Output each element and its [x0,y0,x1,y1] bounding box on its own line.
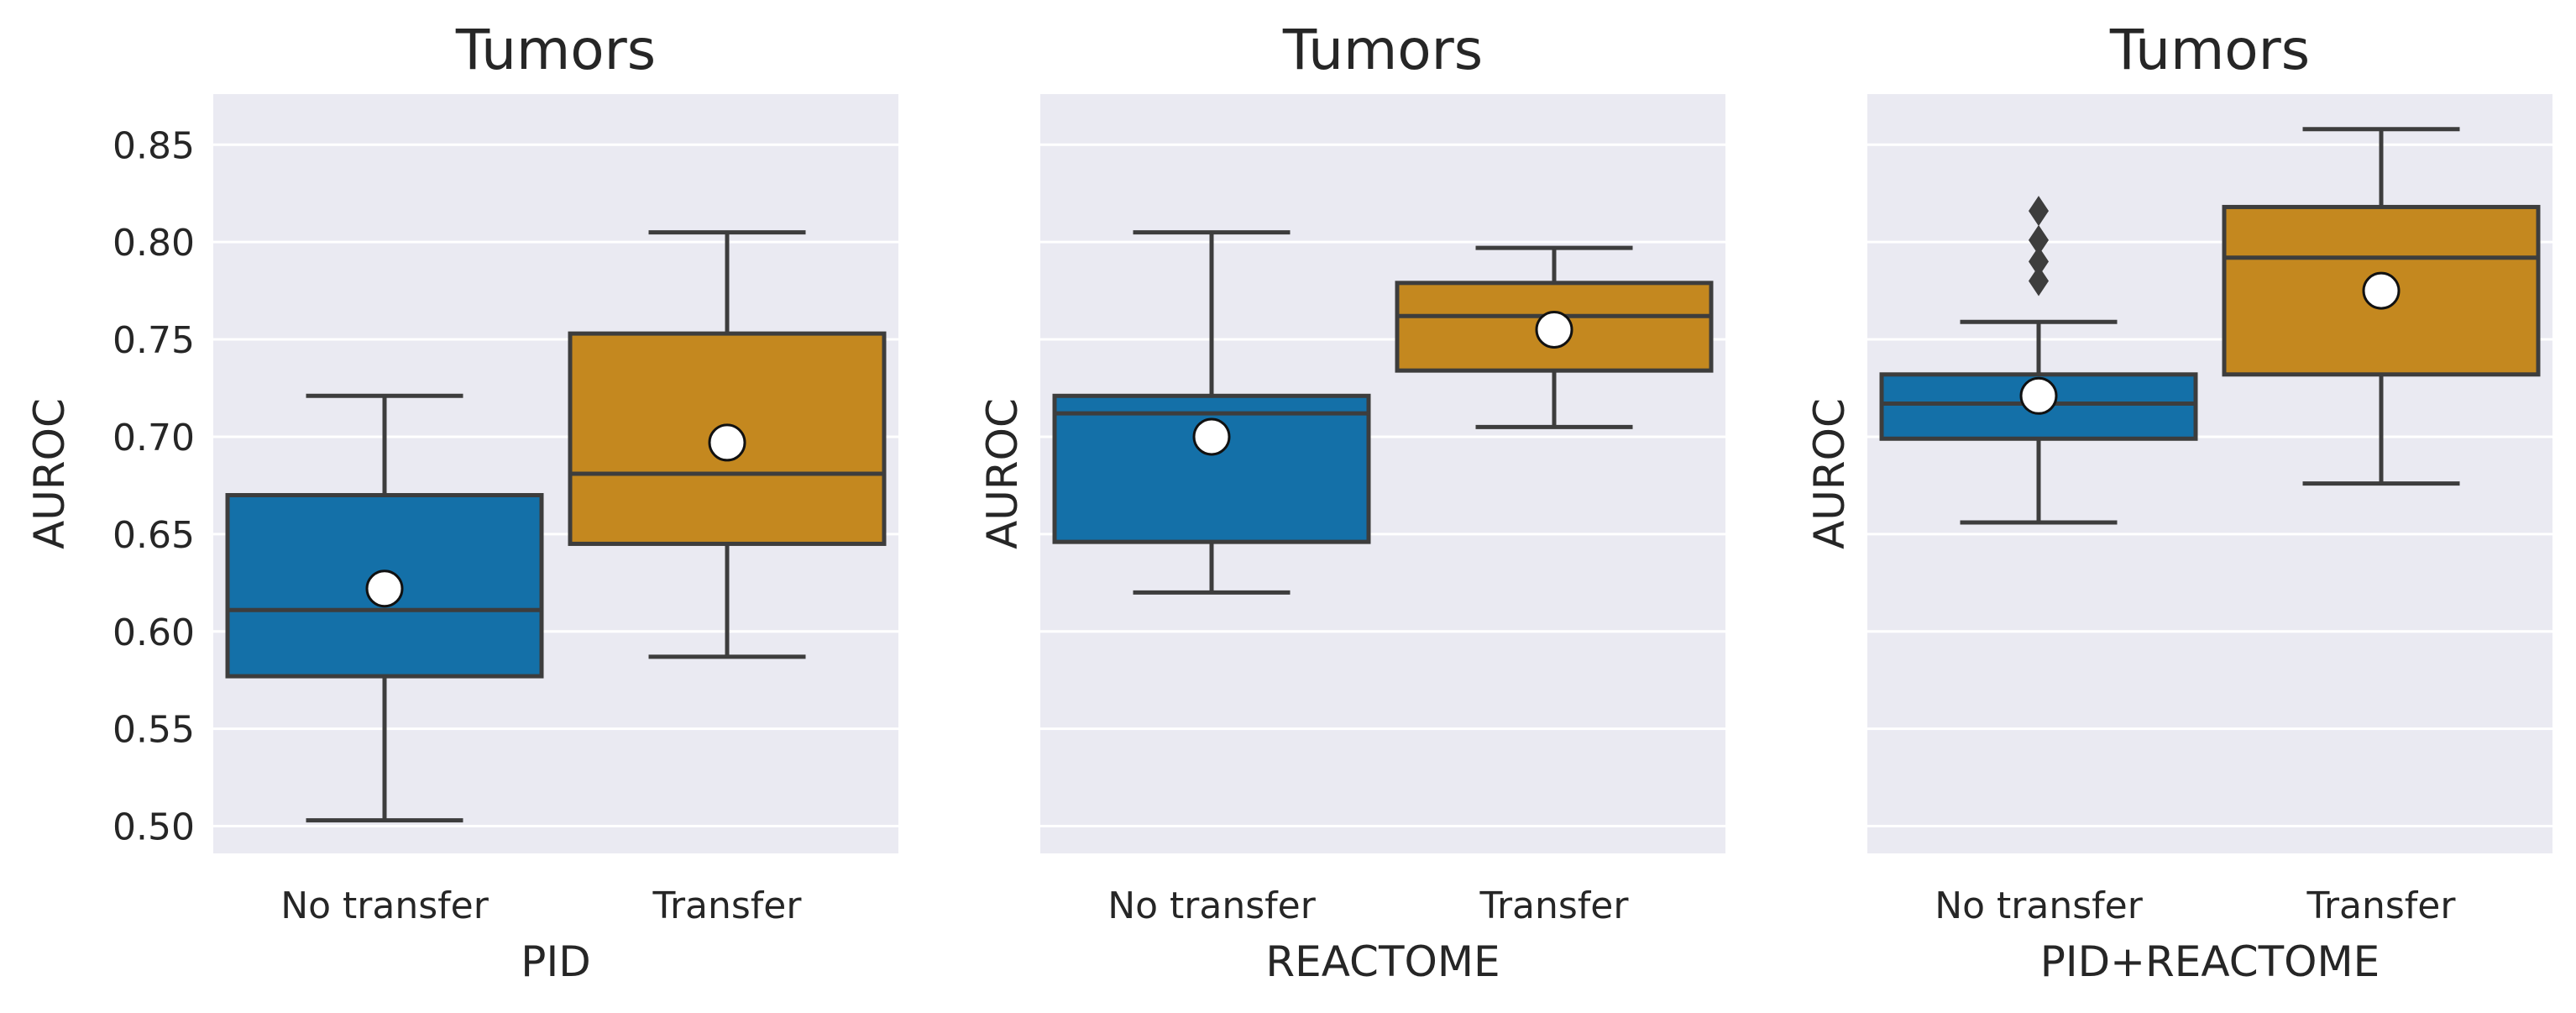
outlier-point [2029,246,2049,277]
y-tick-label: 0.75 [113,319,195,362]
outlier-point [2029,196,2049,227]
y-tick-label: 0.65 [113,514,195,557]
x-axis-label: PID+REACTOME [2040,937,2380,986]
box-no-transfer [225,393,544,823]
outlier-point [2029,224,2049,255]
box-transfer [1395,245,1714,429]
panel-title: Tumors [2109,18,2310,82]
y-axis-label: AUROC [25,398,74,549]
x-tick-label: No transfer [1935,884,2143,927]
mean-marker [2019,376,2058,415]
box-no-transfer [1052,230,1371,595]
x-tick-label: Transfer [1479,884,1630,927]
panel-1 [213,94,898,853]
y-tick-label: 0.80 [113,222,195,265]
outlier-point [2029,265,2049,297]
mean-marker [365,569,404,608]
x-tick-label: No transfer [280,884,489,927]
y-tick-label: 0.55 [113,709,195,752]
box-no-transfer [1879,196,2198,525]
x-tick-label: Transfer [652,884,803,927]
y-tick-label: 0.70 [113,417,195,459]
panel-title: Tumors [455,18,656,82]
mean-marker [2362,271,2401,310]
mean-marker [708,423,746,462]
x-axis-label: REACTOME [1265,937,1500,986]
panel-2 [1040,94,1725,853]
panel-title: Tumors [1282,18,1483,82]
y-axis-label: AUROC [1805,398,1854,549]
y-axis-label: AUROC [978,398,1027,549]
mean-marker [1192,417,1231,456]
y-tick-label: 0.60 [113,611,195,654]
x-tick-label: No transfer [1107,884,1316,927]
y-tick-label: 0.85 [113,124,195,167]
box-transfer [2222,127,2541,486]
panel-3 [1867,94,2552,853]
box-transfer [568,230,887,659]
y-tick-label: 0.50 [113,806,195,849]
x-tick-label: Transfer [2306,884,2457,927]
mean-marker [1535,310,1573,349]
iqr-box [1052,393,1371,544]
x-axis-label: PID [521,937,590,986]
